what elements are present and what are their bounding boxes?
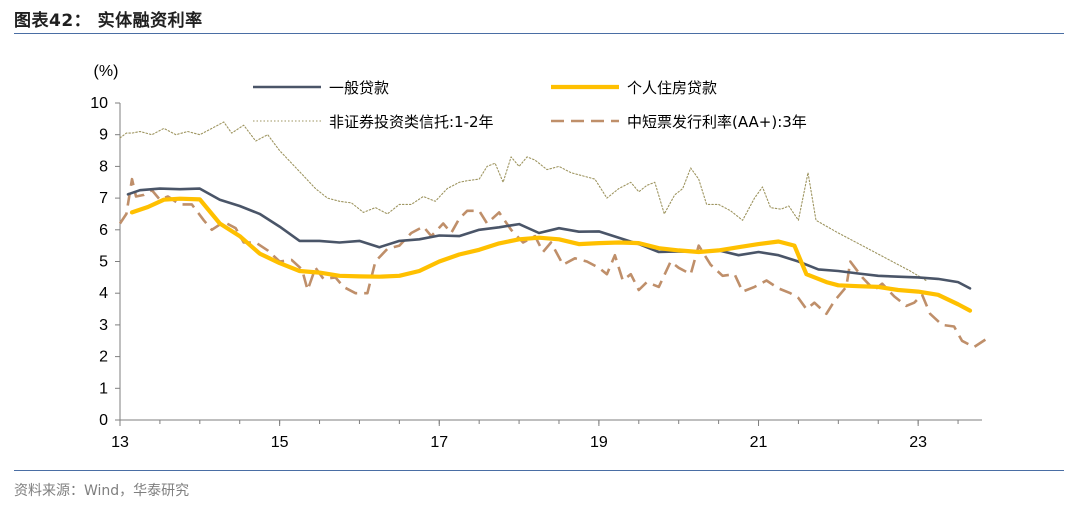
y-tick-label: 0 — [99, 412, 108, 429]
x-tick-label: 19 — [590, 434, 608, 451]
y-tick-label: 7 — [99, 190, 108, 207]
x-tick-label: 23 — [909, 434, 927, 451]
y-tick-label: 9 — [99, 127, 108, 144]
source-note: 资料来源：Wind，华泰研究 — [14, 483, 190, 499]
y-tick-label: 4 — [99, 285, 108, 302]
y-tick-label: 5 — [99, 254, 108, 271]
legend-label-2: 非证券投资类信托:1-2年 — [329, 113, 494, 131]
series-line-3 — [118, 177, 987, 349]
legend-label-3: 中短票发行利率(AA+):3年 — [627, 113, 807, 131]
series-line-0 — [126, 187, 972, 290]
series-line-1 — [129, 196, 973, 313]
series-line-2 — [119, 121, 927, 282]
y-tick-label: 2 — [99, 349, 108, 366]
x-tick-label: 21 — [750, 434, 768, 451]
legend-label-1: 个人住房贷款 — [627, 79, 717, 97]
header-rule — [14, 33, 1064, 34]
y-tick-label: 3 — [99, 317, 108, 334]
y-unit-label: (%) — [94, 63, 119, 80]
x-tick-label: 13 — [111, 434, 129, 451]
series-layer — [118, 121, 987, 349]
x-tick-label: 17 — [430, 434, 448, 451]
footer-rule — [14, 470, 1064, 471]
y-tick-label: 1 — [99, 380, 108, 397]
y-tick-label: 6 — [99, 222, 108, 239]
chart-title: 图表42： 实体融资利率 — [14, 11, 203, 31]
x-tick-label: 15 — [271, 434, 289, 451]
y-tick-label: 8 — [99, 158, 108, 175]
y-tick-label: 10 — [90, 95, 108, 112]
legend-label-0: 一般贷款 — [329, 79, 389, 97]
